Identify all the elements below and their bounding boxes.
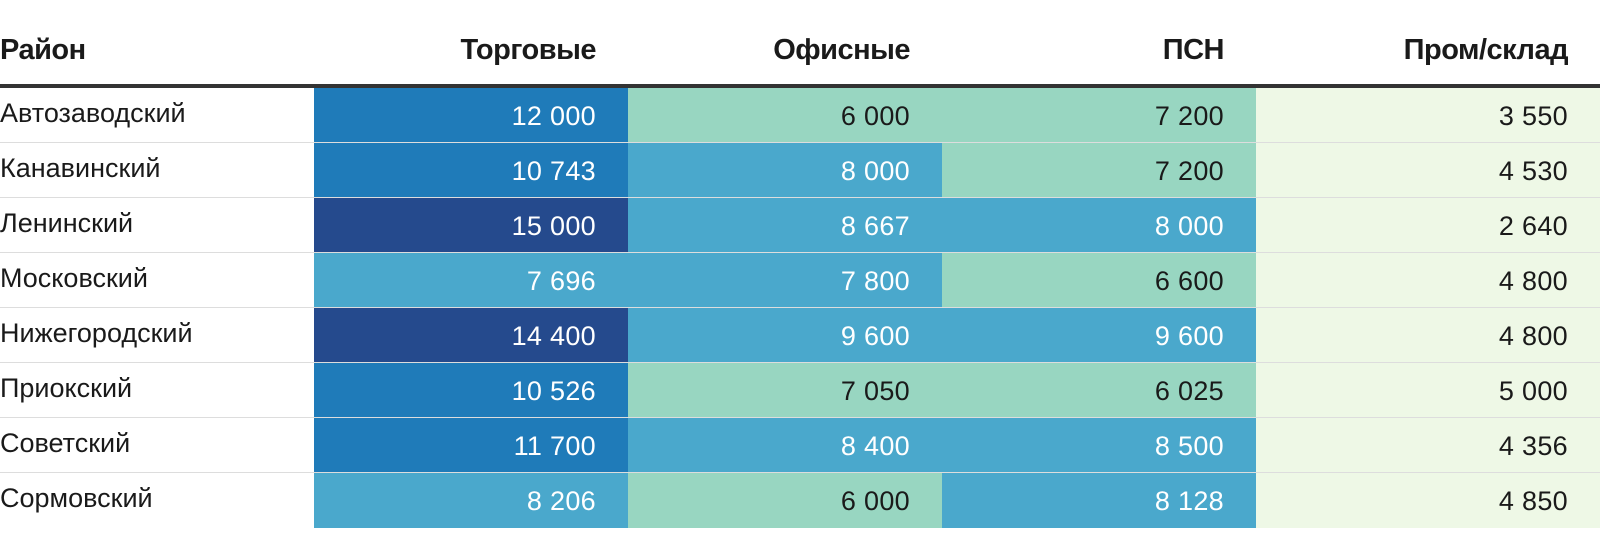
heat-cell-office: 8 667 bbox=[628, 198, 942, 253]
cell-value: 12 000 bbox=[511, 101, 596, 131]
heat-cell-industrial: 4 800 bbox=[1256, 253, 1600, 308]
district-label: Автозаводский bbox=[0, 98, 186, 128]
district-label: Сормовский bbox=[0, 483, 153, 513]
cell-value: 15 000 bbox=[511, 211, 596, 241]
district-label: Московский bbox=[0, 263, 148, 293]
cell-value: 9 600 bbox=[1154, 321, 1224, 351]
cell-value: 8 667 bbox=[840, 211, 910, 241]
heat-cell-retail: 10 743 bbox=[314, 143, 628, 198]
cell-value: 7 050 bbox=[840, 376, 910, 406]
district-label: Приокский bbox=[0, 373, 133, 403]
table-row: Приокский 10 526 7 050 6 025 5 000 bbox=[0, 363, 1600, 418]
cell-value: 2 640 bbox=[1498, 211, 1568, 241]
heat-cell-office: 7 050 bbox=[628, 363, 942, 418]
heat-cell-retail: 11 700 bbox=[314, 418, 628, 473]
heat-cell-psn: 6 025 bbox=[942, 363, 1256, 418]
row-divider bbox=[0, 142, 1600, 143]
heat-cell-psn: 7 200 bbox=[942, 88, 1256, 143]
header-retail: Торговые bbox=[460, 34, 597, 66]
cell-value: 8 400 bbox=[840, 431, 910, 461]
heat-cell-office: 6 000 bbox=[628, 473, 942, 528]
cell-value: 6 000 bbox=[840, 101, 910, 131]
heat-cell-industrial: 2 640 bbox=[1256, 198, 1600, 253]
heat-cell-retail: 10 526 bbox=[314, 363, 628, 418]
table-row: Советский 11 700 8 400 8 500 4 356 bbox=[0, 418, 1600, 473]
heat-cell-office: 8 000 bbox=[628, 143, 942, 198]
heat-cell-psn: 9 600 bbox=[942, 308, 1256, 363]
cell-value: 8 128 bbox=[1154, 486, 1224, 516]
cell-value: 7 696 bbox=[526, 266, 596, 296]
header-district: Район bbox=[0, 34, 86, 66]
cell-value: 8 500 bbox=[1154, 431, 1224, 461]
district-label: Ленинский bbox=[0, 208, 134, 238]
heat-cell-retail: 8 206 bbox=[314, 473, 628, 528]
heat-cell-office: 8 400 bbox=[628, 418, 942, 473]
price-table: Район Торговые Офисные ПСН Пром/склад Ав… bbox=[0, 0, 1600, 528]
row-divider bbox=[0, 417, 1600, 418]
cell-value: 7 200 bbox=[1154, 156, 1224, 186]
district-label: Нижегородский bbox=[0, 318, 193, 348]
heat-cell-retail: 15 000 bbox=[314, 198, 628, 253]
header-industrial: Пром/склад bbox=[1403, 34, 1569, 66]
cell-value: 6 600 bbox=[1154, 266, 1224, 296]
row-divider bbox=[0, 252, 1600, 253]
cell-value: 4 800 bbox=[1498, 266, 1568, 296]
cell-value: 6 025 bbox=[1154, 376, 1224, 406]
table-row: Ленинский 15 000 8 667 8 000 2 640 bbox=[0, 198, 1600, 253]
cell-value: 14 400 bbox=[511, 321, 596, 351]
heat-cell-psn: 6 600 bbox=[942, 253, 1256, 308]
table-row: Канавинский 10 743 8 000 7 200 4 530 bbox=[0, 143, 1600, 198]
table-body: Автозаводский 12 000 6 000 7 200 3 550 Канави… bbox=[0, 88, 1600, 528]
header-office: Офисные bbox=[773, 34, 910, 66]
cell-value: 8 000 bbox=[840, 156, 910, 186]
cell-value: 4 850 bbox=[1498, 486, 1568, 516]
cell-value: 4 356 bbox=[1498, 431, 1568, 461]
cell-value: 5 000 bbox=[1498, 376, 1568, 406]
heat-cell-office: 7 800 bbox=[628, 253, 942, 308]
cell-value: 3 550 bbox=[1498, 101, 1568, 131]
heat-cell-industrial: 5 000 bbox=[1256, 363, 1600, 418]
header-psn: ПСН bbox=[1162, 34, 1225, 66]
cell-value: 11 700 bbox=[513, 431, 596, 461]
cell-value: 10 743 bbox=[511, 156, 596, 186]
district-label: Канавинский bbox=[0, 153, 161, 183]
cell-value: 4 800 bbox=[1498, 321, 1568, 351]
cell-value: 8 206 bbox=[526, 486, 596, 516]
cell-value: 9 600 bbox=[840, 321, 910, 351]
cell-value: 4 530 bbox=[1498, 156, 1568, 186]
heat-cell-retail: 12 000 bbox=[314, 88, 628, 143]
row-divider bbox=[0, 362, 1600, 363]
district-label: Советский bbox=[0, 428, 131, 458]
heat-cell-psn: 7 200 bbox=[942, 143, 1256, 198]
table-header: Район Торговые Офисные ПСН Пром/склад bbox=[0, 0, 1600, 88]
cell-value: 6 000 bbox=[840, 486, 910, 516]
row-divider bbox=[0, 197, 1600, 198]
heat-cell-psn: 8 500 bbox=[942, 418, 1256, 473]
heat-cell-industrial: 4 356 bbox=[1256, 418, 1600, 473]
heat-cell-psn: 8 000 bbox=[942, 198, 1256, 253]
cell-value: 8 000 bbox=[1154, 211, 1224, 241]
table-row: Сормовский 8 206 6 000 8 128 4 850 bbox=[0, 473, 1600, 528]
row-divider bbox=[0, 307, 1600, 308]
table-row: Нижегородский 14 400 9 600 9 600 4 800 bbox=[0, 308, 1600, 363]
row-divider bbox=[0, 472, 1600, 473]
heat-cell-retail: 14 400 bbox=[314, 308, 628, 363]
heat-cell-retail: 7 696 bbox=[314, 253, 628, 308]
heat-cell-industrial: 4 530 bbox=[1256, 143, 1600, 198]
cell-value: 7 200 bbox=[1154, 101, 1224, 131]
table-row: Московский 7 696 7 800 6 600 4 800 bbox=[0, 253, 1600, 308]
heat-cell-office: 6 000 bbox=[628, 88, 942, 143]
heat-cell-industrial: 4 850 bbox=[1256, 473, 1600, 528]
cell-value: 10 526 bbox=[511, 376, 596, 406]
heat-cell-industrial: 4 800 bbox=[1256, 308, 1600, 363]
heat-cell-psn: 8 128 bbox=[942, 473, 1256, 528]
heat-cell-industrial: 3 550 bbox=[1256, 88, 1600, 143]
table-row: Автозаводский 12 000 6 000 7 200 3 550 bbox=[0, 88, 1600, 143]
cell-value: 7 800 bbox=[840, 266, 910, 296]
heat-cell-office: 9 600 bbox=[628, 308, 942, 363]
